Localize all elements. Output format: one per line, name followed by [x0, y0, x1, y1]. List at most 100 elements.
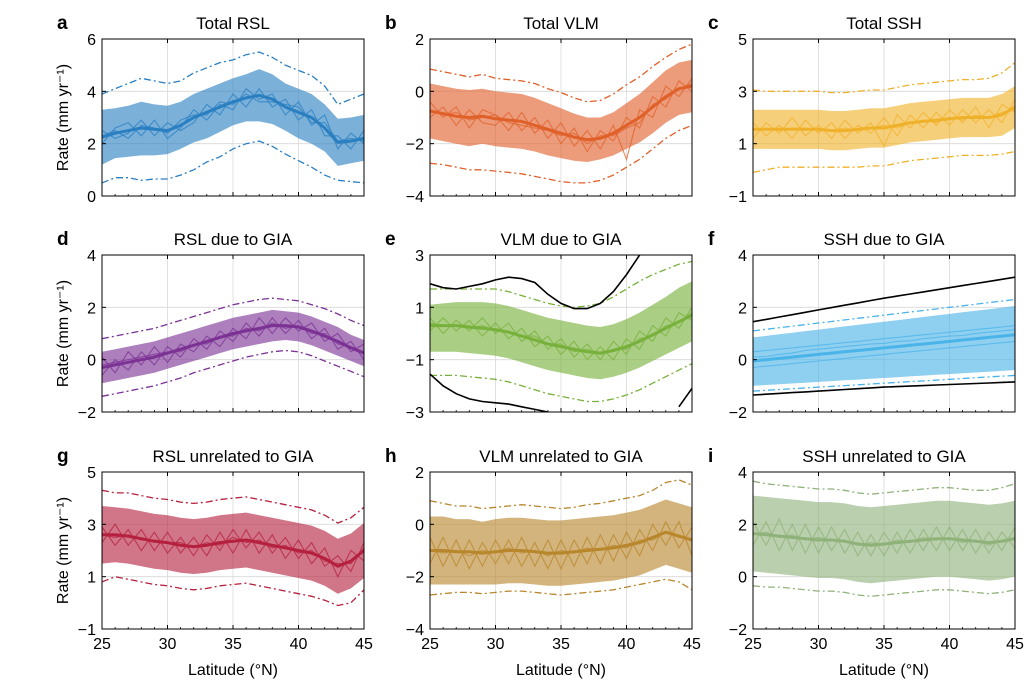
outer-lower-line [430, 373, 692, 412]
x-tick-label: 25 [744, 636, 762, 653]
y-tick-label: 2 [87, 137, 96, 154]
sample-line [430, 520, 692, 571]
mean-line [753, 333, 1015, 363]
bound-lower-line [753, 150, 1015, 174]
panel-title: Total VLM [523, 14, 599, 33]
panel-title: SSH due to GIA [824, 230, 946, 249]
mean-line [430, 84, 692, 142]
sample-line [102, 523, 364, 578]
plot-area [753, 276, 1015, 396]
plot-area [102, 297, 364, 397]
x-tick-label: 30 [810, 636, 828, 653]
panel-title: VLM due to GIA [501, 230, 623, 249]
y-tick-label: −1 [729, 189, 747, 206]
y-tick-label: −3 [406, 405, 424, 422]
plot-area [102, 51, 364, 184]
sample-line [102, 87, 364, 150]
mean-line [430, 313, 692, 355]
bound-upper-line [753, 480, 1015, 495]
bound-lower-line [430, 578, 692, 596]
panel-f: −2 0 2 4 SSH due to GIA f [708, 229, 1016, 422]
x-axis-label: Latitude (°N) [839, 662, 929, 679]
y-tick-label: −1 [406, 353, 424, 370]
x-tick-label: 45 [683, 636, 701, 653]
x-tick-label: 30 [159, 636, 177, 653]
y-tick-label: 3 [738, 84, 747, 101]
x-tick-label: 40 [618, 636, 636, 653]
bound-upper-line [753, 298, 1015, 332]
sample-line [753, 520, 1015, 557]
bound-upper-line [430, 260, 692, 308]
panel-letter: e [385, 229, 396, 250]
panel-letter: b [385, 13, 397, 34]
uncertainty-band [102, 506, 364, 594]
panel-e: −3 −1 1 3 VLM due to GIA e [385, 229, 693, 422]
sample-line [102, 87, 364, 150]
bound-upper-line [753, 62, 1015, 94]
x-tick-label: 40 [290, 636, 308, 653]
y-tick-label: 5 [87, 465, 96, 482]
bound-lower-line [102, 576, 364, 607]
plot-area [430, 255, 692, 412]
bound-upper-line [102, 489, 364, 524]
y-tick-label: −2 [729, 405, 747, 422]
panel-letter: c [708, 13, 719, 34]
bound-lower-line [430, 124, 692, 184]
outer-upper-line [753, 276, 1015, 323]
sample-line [430, 520, 692, 571]
mean-line [753, 532, 1015, 547]
plot-area [753, 480, 1015, 597]
y-tick-label: 0 [415, 84, 424, 101]
bound-upper-line [102, 51, 364, 106]
mean-line [102, 533, 364, 568]
y-tick-label: −1 [78, 622, 96, 639]
panel-letter: h [385, 446, 397, 467]
x-tick-label: 30 [487, 636, 505, 653]
panel-title: RSL due to GIA [174, 230, 293, 249]
y-tick-label: 3 [87, 517, 96, 534]
panel-letter: a [57, 13, 68, 34]
x-tick-label: 25 [93, 636, 111, 653]
panel-title: RSL unrelated to GIA [153, 447, 315, 466]
x-tick-label: 40 [941, 636, 959, 653]
panel-letter: g [57, 446, 69, 467]
y-tick-label: 4 [87, 84, 96, 101]
y-tick-label: 6 [87, 32, 96, 49]
panel-d: −2 0 2 4 Rate (mm yr⁻¹) RSL due to GIA d [55, 229, 365, 422]
y-tick-label: −4 [406, 189, 424, 206]
y-tick-label: 0 [415, 517, 424, 534]
x-tick-label: 45 [355, 636, 373, 653]
sample-line [430, 77, 692, 162]
sample-line [430, 80, 692, 153]
x-tick-label: 35 [224, 636, 242, 653]
y-tick-label: −2 [406, 137, 424, 154]
bound-upper-line [102, 297, 364, 340]
uncertainty-band [430, 59, 692, 162]
bound-lower-line [102, 140, 364, 184]
sample-line [753, 329, 1015, 358]
y-tick-label: 4 [738, 465, 747, 482]
y-tick-label: 4 [87, 248, 96, 265]
y-tick-label: 0 [738, 570, 747, 587]
outer-upper-line [430, 255, 641, 310]
x-tick-label: 25 [421, 636, 439, 653]
y-tick-label: 2 [738, 300, 747, 317]
y-tick-label: −2 [729, 622, 747, 639]
panel-title: Total RSL [196, 14, 270, 33]
panel-letter: d [57, 229, 69, 250]
panel-h: 25 30 35 40 45 Latitude (°N) −4 −2 0 2 VLM unrelat… [385, 446, 701, 679]
bound-upper-line [430, 479, 692, 510]
plot-area [102, 489, 364, 607]
y-axis-label: Rate (mm yr⁻¹) [55, 497, 72, 604]
plot-area [430, 479, 692, 596]
bound-lower-line [753, 585, 1015, 597]
sample-line [753, 325, 1015, 353]
uncertainty-band [102, 69, 364, 166]
y-axis-label: Rate (mm yr⁻¹) [55, 280, 72, 387]
panel-b: −4 −2 0 2 Total VLM b [385, 13, 693, 206]
x-tick-label: 45 [1006, 636, 1024, 653]
uncertainty-band [753, 306, 1015, 386]
y-tick-label: 2 [738, 517, 747, 534]
panel-i: 25 30 35 40 45 Latitude (°N) −2 0 2 4 SSH unrelate… [708, 446, 1024, 679]
y-tick-label: 0 [87, 189, 96, 206]
